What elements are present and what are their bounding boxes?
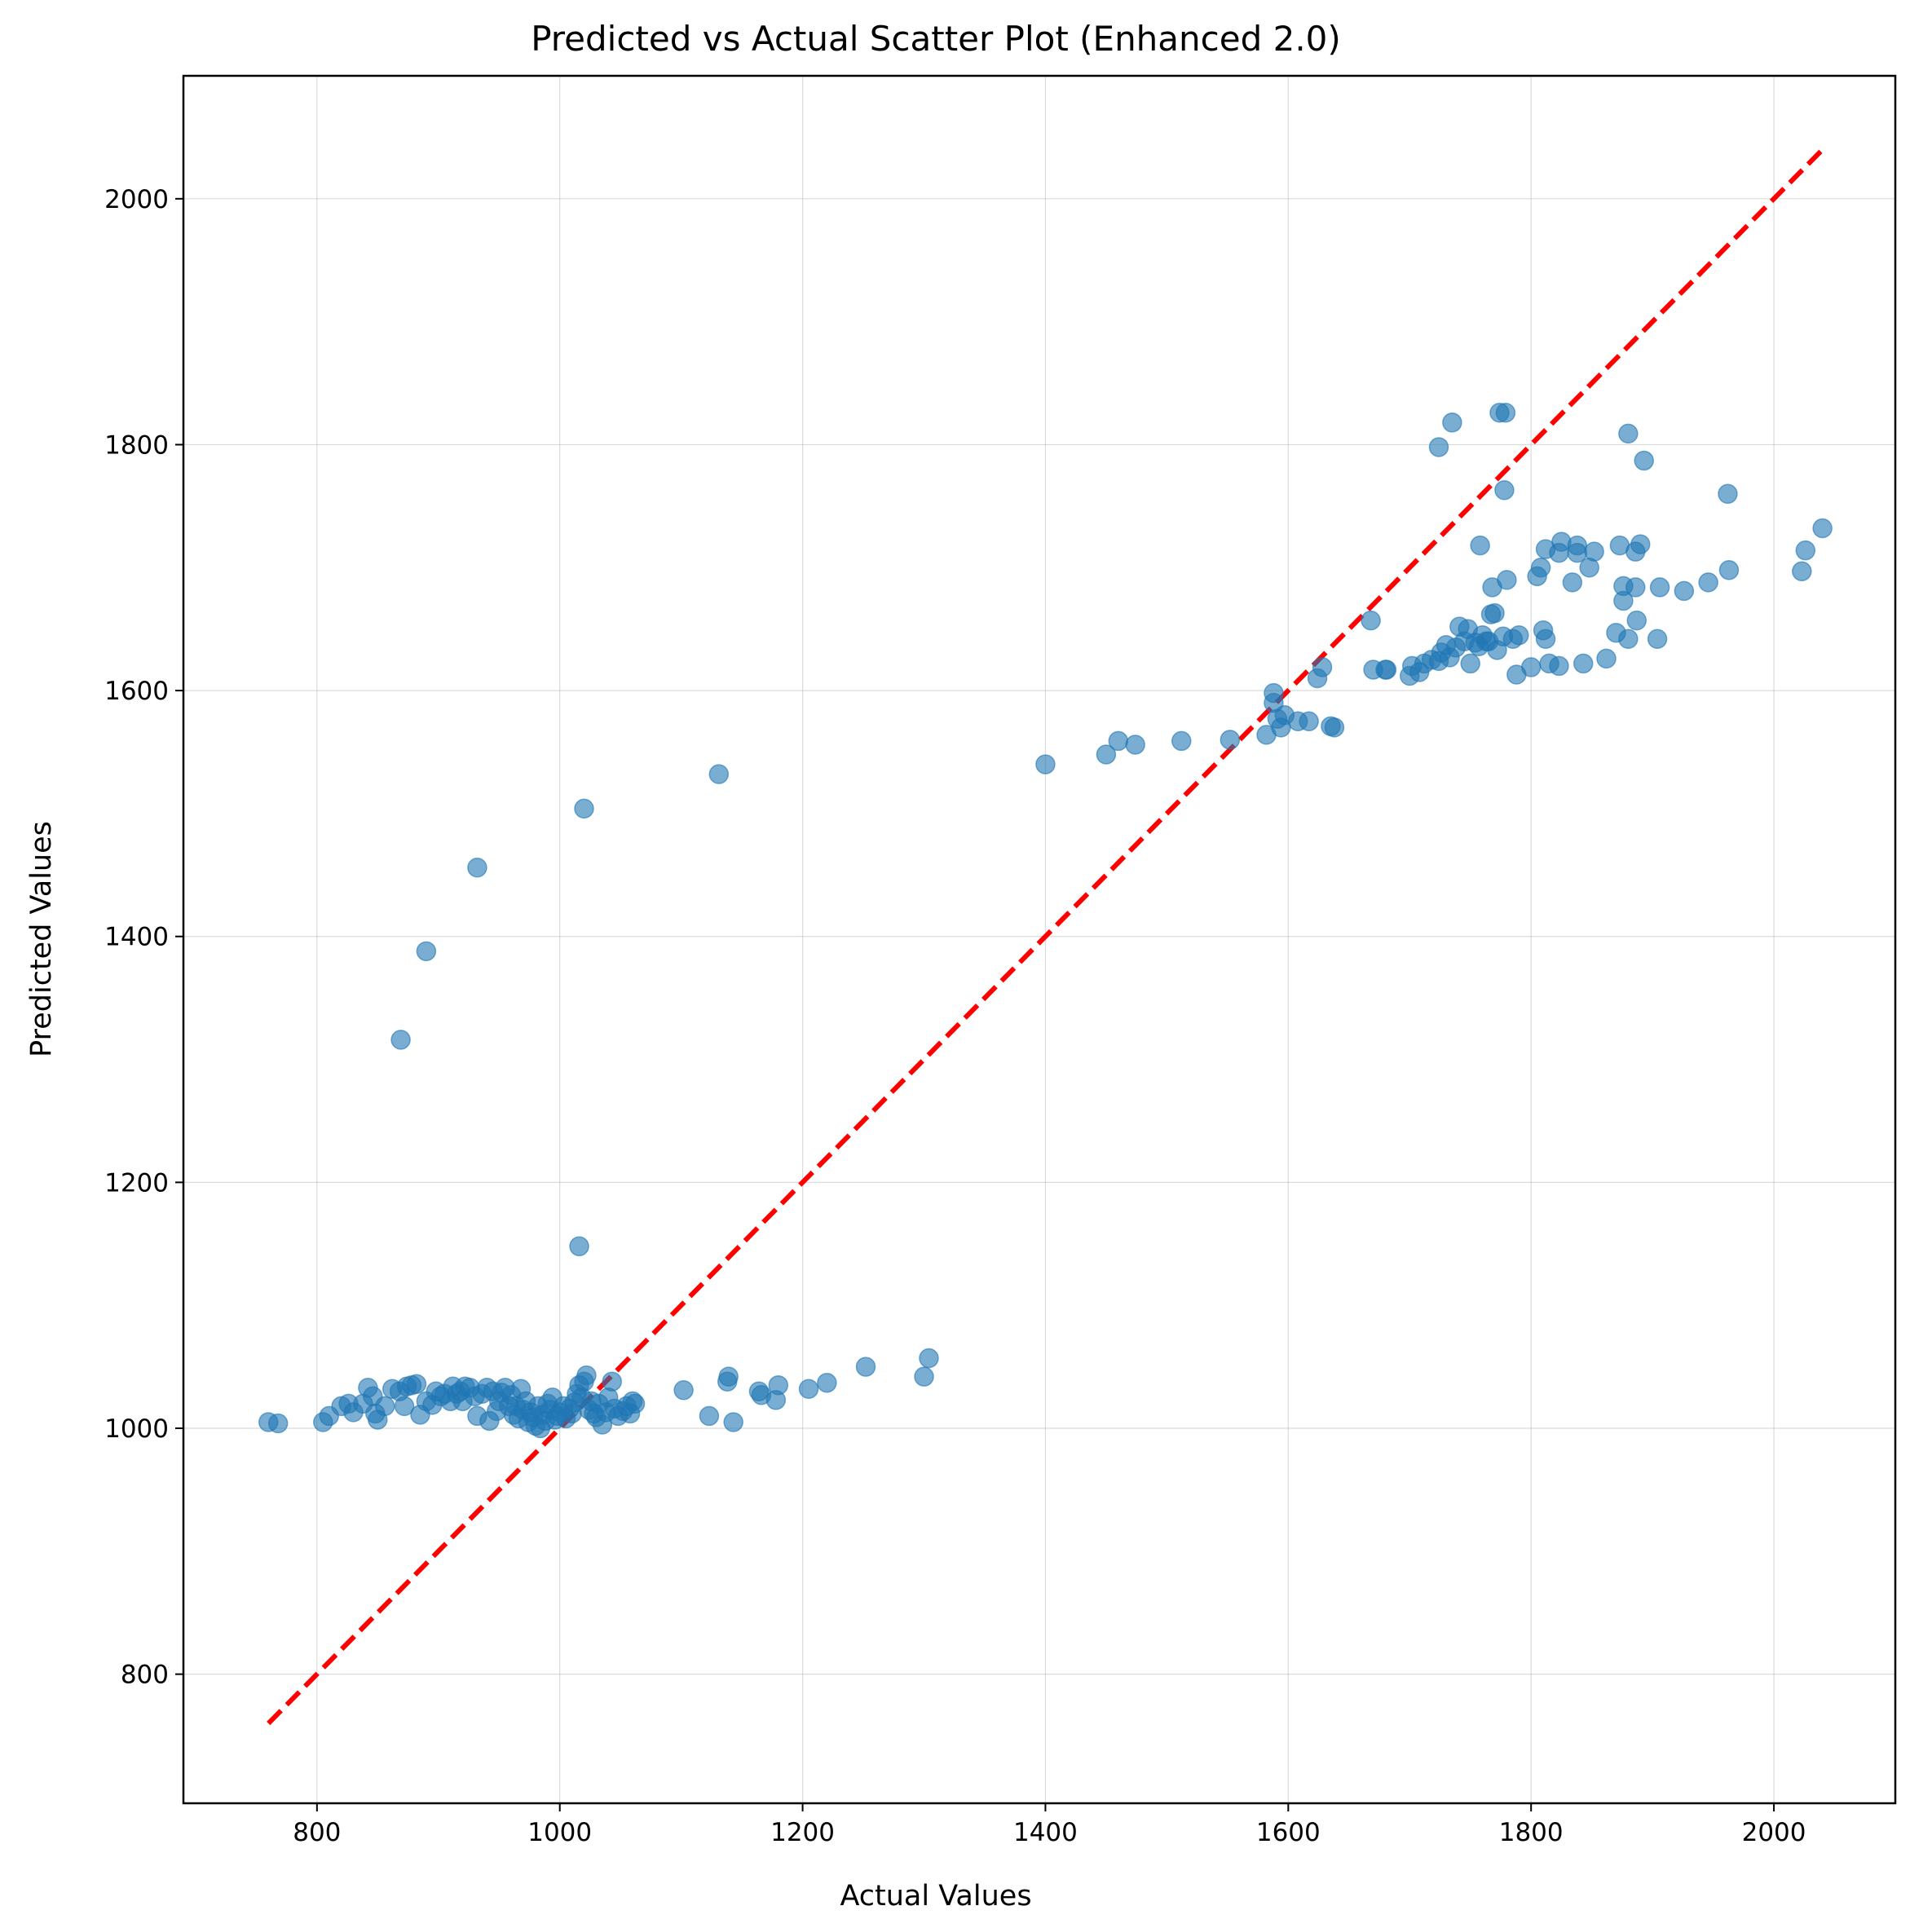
data-point: [1625, 577, 1646, 598]
x-tick-label: 1000: [527, 1818, 592, 1847]
data-point: [1470, 535, 1490, 556]
data-point: [576, 1365, 597, 1386]
data-point: [374, 1396, 395, 1417]
data-point: [699, 1405, 720, 1427]
x-tick-label: 1600: [1256, 1818, 1321, 1847]
data-point: [855, 1357, 876, 1377]
data-point: [817, 1372, 837, 1393]
x-axis-ticks: 800 1000 1200 1400 1600 1800 2000: [293, 1803, 1806, 1847]
data-point: [416, 941, 437, 962]
data-point: [1596, 648, 1617, 669]
data-point: [673, 1379, 694, 1401]
data-point: [1618, 629, 1639, 649]
y-tick-label: 2000: [104, 185, 169, 214]
data-point: [1549, 655, 1569, 677]
data-point: [406, 1374, 427, 1394]
y-tick-label: 1200: [104, 1168, 169, 1198]
data-point: [1626, 610, 1647, 631]
data-point: [798, 1379, 819, 1399]
data-point: [390, 1030, 411, 1050]
data-point: [267, 1413, 289, 1434]
data-point: [1520, 657, 1542, 677]
plot-area-frame: [182, 74, 1897, 1805]
x-axis-title: Actual Values: [840, 1880, 1031, 1913]
x-tick-label: 800: [293, 1818, 341, 1847]
x-tick-label: 1400: [1013, 1818, 1078, 1847]
data-point: [1125, 735, 1145, 755]
data-point: [1220, 730, 1241, 750]
data-point: [1494, 480, 1515, 501]
data-point: [1484, 602, 1505, 624]
data-point: [574, 798, 594, 819]
data-point: [1718, 483, 1738, 505]
chart-title: Predicted vs Actual Scatter Plot (Enhanc…: [531, 19, 1341, 59]
data-point: [1535, 629, 1556, 649]
data-point: [1096, 744, 1117, 765]
reference-line: [267, 148, 1824, 1726]
data-point: [1312, 657, 1333, 677]
data-point: [1460, 653, 1480, 674]
data-point: [1509, 624, 1529, 646]
data-point: [1035, 754, 1056, 774]
data-point: [1698, 572, 1718, 593]
data-point: [1674, 580, 1695, 602]
data-point: [1562, 572, 1583, 593]
data-point: [768, 1374, 789, 1396]
data-point: [1497, 570, 1517, 590]
data-point: [1795, 540, 1816, 561]
data-point: [1649, 577, 1670, 598]
data-point: [1376, 660, 1397, 680]
data-point: [1718, 560, 1740, 580]
data-point: [1495, 402, 1516, 423]
data-point: [1299, 711, 1319, 732]
data-point: [1618, 423, 1639, 444]
data-point: [1630, 534, 1651, 554]
data-point: [467, 858, 487, 878]
y-tick-label: 1000: [104, 1414, 169, 1444]
y-tick-label: 800: [121, 1661, 169, 1690]
data-point: [1530, 558, 1551, 578]
data-point: [394, 1396, 415, 1417]
data-point: [1647, 629, 1668, 649]
data-point: [569, 1236, 589, 1257]
data-point: [1634, 450, 1654, 471]
x-tick-label: 1200: [770, 1818, 835, 1847]
data-point: [919, 1348, 939, 1369]
data-point: [624, 1393, 646, 1414]
data-points: [258, 402, 1833, 1439]
data-point: [1324, 717, 1345, 738]
reference-line-layer: [267, 148, 1824, 1726]
data-point: [1108, 730, 1129, 752]
y-axis-ticks: 800 1000 1200 1400 1600 1800 2000: [104, 185, 183, 1690]
data-point: [1361, 610, 1381, 631]
data-point: [723, 1412, 743, 1432]
data-point: [1812, 518, 1833, 539]
data-point: [1573, 653, 1594, 674]
x-tick-label: 2000: [1742, 1818, 1806, 1847]
data-point: [1442, 413, 1462, 433]
data-point: [1792, 561, 1812, 582]
data-point: [1584, 541, 1604, 562]
y-tick-label: 1800: [104, 430, 169, 460]
data-point: [708, 764, 730, 784]
data-point: [1171, 730, 1192, 752]
data-point: [718, 1366, 739, 1387]
y-tick-label: 1400: [104, 923, 169, 952]
grid-lines: [183, 76, 1895, 1803]
x-tick-label: 1800: [1499, 1818, 1564, 1847]
data-point: [914, 1366, 934, 1387]
data-point: [602, 1371, 622, 1392]
y-tick-label: 1600: [104, 677, 169, 706]
data-point: [1428, 437, 1449, 457]
y-axis-title: Predicted Values: [25, 821, 58, 1057]
